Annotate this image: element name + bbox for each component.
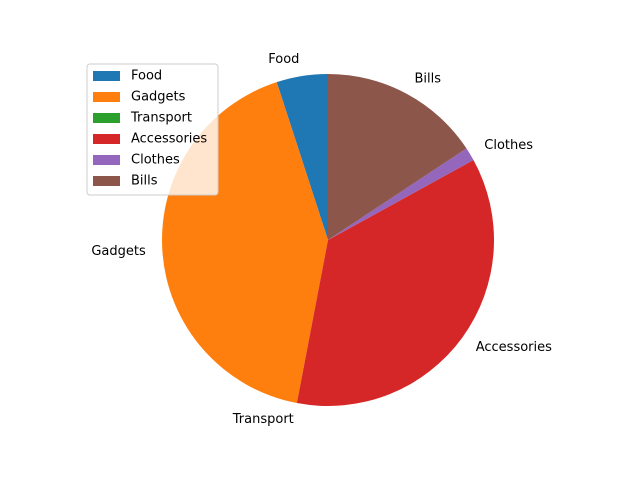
pie-slice-accessories (296, 160, 494, 406)
slice-labels: Food Gadgets Transport Accessories Clothes Bi… (91, 52, 552, 427)
legend-items: Food Gadgets Transport Accessories Clothes Bi… (93, 69, 207, 189)
legend-swatch-accessories (93, 134, 120, 144)
legend-label-food: Food (131, 69, 162, 84)
legend-label-transport: Transport (130, 111, 192, 126)
pie-slice-food (276, 74, 328, 240)
slice-label-accessories: Accessories (476, 340, 552, 355)
slice-label-gadgets: Gadgets (91, 244, 146, 259)
slice-label-transport: Transport (232, 412, 294, 427)
legend-label-bills: Bills (131, 174, 158, 189)
pie-slices (162, 74, 494, 406)
legend-swatch-gadgets (93, 92, 120, 102)
slice-label-clothes: Clothes (484, 138, 533, 153)
slice-label-bills: Bills (414, 72, 441, 87)
legend-swatch-bills (93, 176, 120, 186)
legend-swatch-food (93, 71, 120, 81)
legend: Food Gadgets Transport Accessories Clothes Bi… (86, 63, 219, 196)
legend-label-gadgets: Gadgets (131, 90, 186, 105)
slice-label-food: Food (268, 52, 299, 67)
legend-label-accessories: Accessories (131, 132, 207, 147)
legend-label-clothes: Clothes (131, 153, 180, 168)
pie-slice-clothes (328, 148, 474, 240)
legend-swatch-transport (93, 113, 120, 123)
legend-swatch-clothes (93, 155, 120, 165)
pie-slice-bills (328, 74, 467, 240)
